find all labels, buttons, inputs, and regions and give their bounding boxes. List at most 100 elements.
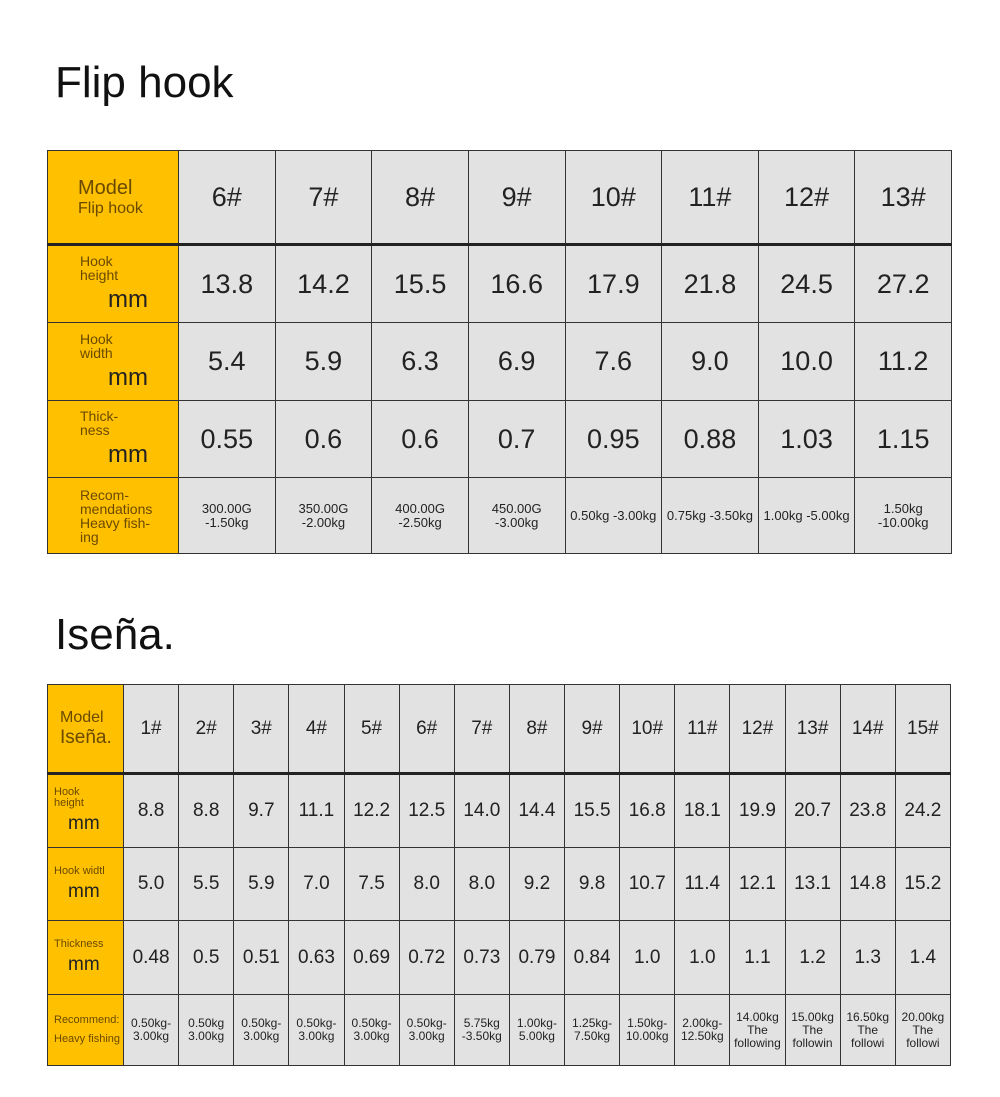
size-column-header: 8# bbox=[508, 684, 566, 775]
value-cell: 8.0 bbox=[398, 847, 455, 921]
row-label: Hook widtl bbox=[54, 864, 105, 877]
recommendation-value: 20.00kg bbox=[901, 1009, 945, 1024]
table-row: Recommend: Heavy fishing 0.50kg- 3.00kg 0.50… bbox=[47, 994, 952, 1066]
recommendation-value: 5.00kg bbox=[518, 1029, 555, 1043]
model-label: Model bbox=[78, 176, 133, 199]
recommendation-value: 1.50kg- bbox=[627, 1016, 668, 1030]
recommendation-value: The followin bbox=[792, 1022, 833, 1050]
recommendation-cell: 1.25kg- 7.50kg bbox=[563, 994, 621, 1066]
recommendation-cell: 1.50kg -10.00kg bbox=[854, 477, 952, 554]
value-cell: 11.2 bbox=[854, 322, 952, 401]
recommendation-cell: 0.75kg -3.50kg bbox=[661, 477, 759, 554]
recommendation-cell: 0.50kg- 3.00kg bbox=[343, 994, 400, 1066]
row-label-cell: Hook height mm bbox=[47, 244, 179, 323]
size-column-header: 7# bbox=[274, 150, 373, 246]
value-cell: 23.8 bbox=[839, 773, 896, 848]
value-cell: 0.72 bbox=[398, 920, 455, 995]
value-cell: 15.5 bbox=[563, 773, 621, 848]
size-column-header: 6# bbox=[178, 150, 276, 246]
recommendation-value: 3.00kg bbox=[408, 1029, 445, 1043]
recommendation-value: The followi bbox=[851, 1022, 885, 1050]
recommendation-cell: 350.00G -2.00kg bbox=[274, 477, 373, 554]
row-label-cell: Thickness mm bbox=[47, 920, 124, 995]
size-column-header: 11# bbox=[674, 684, 731, 775]
size-column-header: 14# bbox=[839, 684, 896, 775]
value-cell: 0.7 bbox=[467, 400, 566, 478]
value-cell: 5.4 bbox=[178, 322, 276, 401]
recommendation-value: 0.50kg -3.00kg bbox=[570, 507, 657, 523]
recommendation-cell: 16.50kg The followi bbox=[839, 994, 896, 1066]
value-cell: 24.5 bbox=[757, 244, 856, 323]
row-unit: mm bbox=[108, 286, 148, 313]
value-cell: 8.8 bbox=[178, 773, 235, 848]
size-column-header: 10# bbox=[564, 150, 663, 246]
row-label: mendations bbox=[80, 500, 153, 517]
recommendation-cell: 0.50kg -3.00kg bbox=[564, 477, 663, 554]
recommendation-value: 3.00kg bbox=[188, 1029, 225, 1043]
isena-title: Iseña. bbox=[55, 610, 175, 659]
value-cell: 11.4 bbox=[674, 847, 731, 921]
row-label: Heavy fishing bbox=[54, 1033, 121, 1045]
size-column-header: 10# bbox=[619, 684, 676, 775]
recommendation-value: -1.50kg bbox=[205, 514, 249, 530]
table-row: Hook width mm 5.4 5.9 6.3 6.9 7.6 9.0 10.0 11.2 bbox=[47, 322, 952, 401]
recommendation-value: The followi bbox=[906, 1022, 940, 1050]
recommendation-value: 5.75kg bbox=[463, 1016, 500, 1030]
size-column-header: 13# bbox=[854, 150, 952, 246]
row-label: Thick- bbox=[80, 408, 119, 424]
recommendation-cell: 1.00kg- 5.00kg bbox=[508, 994, 566, 1066]
model-name: Iseña. bbox=[60, 726, 112, 748]
recommendation-value: 2.00kg- bbox=[682, 1016, 723, 1030]
value-cell: 0.73 bbox=[453, 920, 510, 995]
recommendation-value: 0.75kg -3.50kg bbox=[666, 507, 753, 523]
value-cell: 5.0 bbox=[122, 847, 180, 921]
recommendation-value: 1.00kg -5.00kg bbox=[763, 507, 850, 523]
recommendation-cell: 300.00G -1.50kg bbox=[178, 477, 276, 554]
value-cell: 1.03 bbox=[757, 400, 856, 478]
value-cell: 12.2 bbox=[343, 773, 400, 848]
value-cell: 0.5 bbox=[178, 920, 235, 995]
recommendation-value: 1.50kg -10.00kg bbox=[877, 500, 929, 530]
row-label-cell: Hook widtl mm bbox=[47, 847, 124, 921]
value-cell: 0.55 bbox=[178, 400, 276, 478]
value-cell: 0.69 bbox=[343, 920, 400, 995]
recommendation-cell: 5.75kg -3.50kg bbox=[453, 994, 510, 1066]
size-column-header: 15# bbox=[894, 684, 952, 775]
value-cell: 15.2 bbox=[894, 847, 952, 921]
recommendation-cell: 14.00kg The following bbox=[729, 994, 786, 1066]
value-cell: 9.2 bbox=[508, 847, 566, 921]
size-column-header: 3# bbox=[233, 684, 290, 775]
value-cell: 1.2 bbox=[784, 920, 841, 995]
row-label: Heavy fish- bbox=[80, 514, 151, 531]
value-cell: 13.8 bbox=[178, 244, 276, 323]
model-name: Flip hook bbox=[78, 199, 143, 217]
value-cell: 8.0 bbox=[453, 847, 510, 921]
value-cell: 27.2 bbox=[854, 244, 952, 323]
row-unit: mm bbox=[108, 441, 148, 468]
value-cell: 9.0 bbox=[661, 322, 759, 401]
table-row: Recom-mendations Heavy fish-ing 300.00G -1.… bbox=[47, 477, 952, 554]
size-column-header: 6# bbox=[398, 684, 455, 775]
value-cell: 9.7 bbox=[233, 773, 290, 848]
recommendation-value: 0.50kg- bbox=[241, 1016, 282, 1030]
size-column-header: 1# bbox=[122, 684, 180, 775]
model-label-cell: Model Iseña. bbox=[47, 684, 124, 775]
value-cell: 20.7 bbox=[784, 773, 841, 848]
recommendation-value: 12.50kg bbox=[680, 1029, 724, 1043]
value-cell: 24.2 bbox=[894, 773, 952, 848]
value-cell: 13.1 bbox=[784, 847, 841, 921]
value-cell: 12.1 bbox=[729, 847, 786, 921]
flip-hook-title: Flip hook bbox=[55, 58, 234, 107]
value-cell: 19.9 bbox=[729, 773, 786, 848]
value-cell: 17.9 bbox=[564, 244, 663, 323]
value-cell: 0.6 bbox=[274, 400, 373, 478]
row-unit: mm bbox=[108, 363, 148, 391]
size-column-header: 7# bbox=[453, 684, 510, 775]
row-label-cell: Hook height mm bbox=[47, 773, 124, 848]
model-label: Model bbox=[60, 708, 104, 726]
recommendation-cell: 400.00G -2.50kg bbox=[371, 477, 469, 554]
value-cell: 10.7 bbox=[619, 847, 676, 921]
row-unit: mm bbox=[68, 954, 100, 975]
size-column-header: 9# bbox=[467, 150, 566, 246]
row-label: Hook bbox=[54, 786, 80, 798]
